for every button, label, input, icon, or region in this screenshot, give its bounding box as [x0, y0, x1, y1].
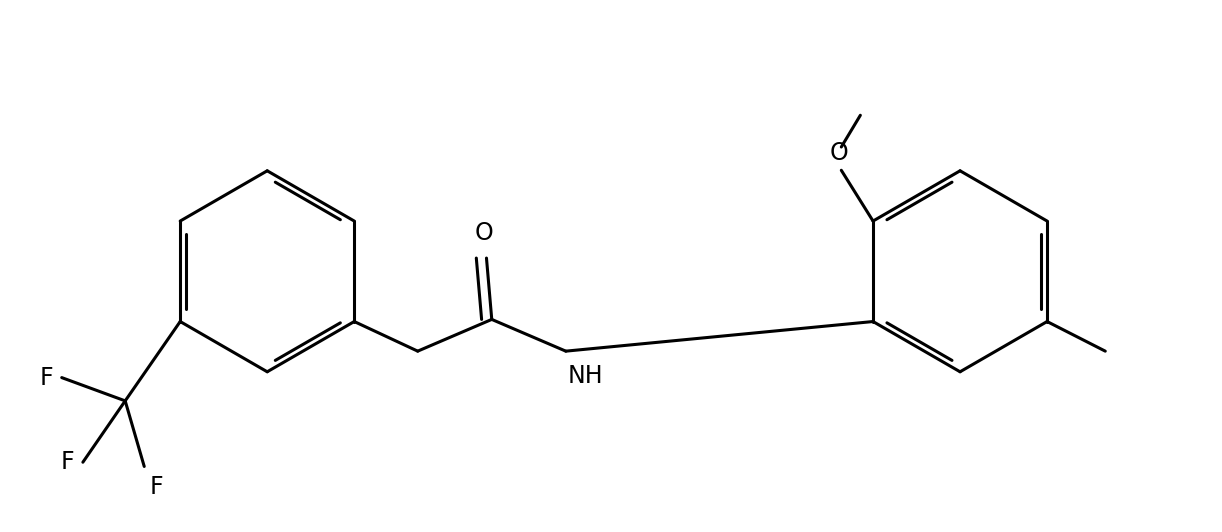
Text: O: O — [830, 141, 848, 165]
Text: F: F — [61, 450, 75, 474]
Text: NH: NH — [568, 364, 604, 388]
Text: F: F — [39, 365, 54, 389]
Text: O: O — [475, 221, 494, 245]
Text: F: F — [149, 475, 164, 499]
